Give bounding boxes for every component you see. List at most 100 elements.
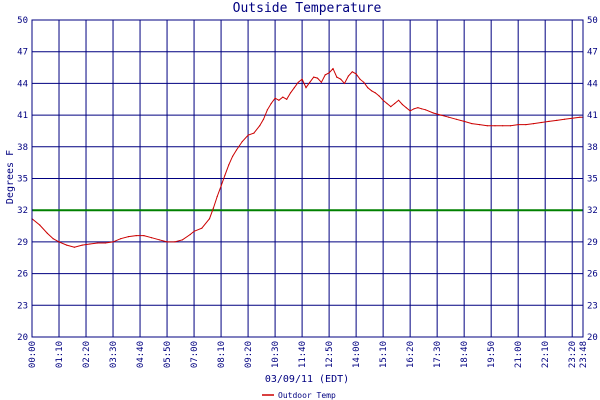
data-point bbox=[73, 246, 75, 248]
data-point bbox=[39, 224, 41, 226]
data-point bbox=[104, 242, 106, 244]
data-point bbox=[66, 244, 68, 246]
data-point bbox=[455, 118, 457, 120]
data-point bbox=[193, 230, 195, 232]
y-tick-label-left: 41 bbox=[17, 111, 28, 121]
x-axis-label: 03/09/11 (EDT) bbox=[265, 374, 349, 385]
y-tick-label-right: 35 bbox=[587, 175, 598, 185]
y-tick-label-left: 26 bbox=[17, 270, 28, 280]
x-tick-label: 19:50 bbox=[487, 341, 497, 368]
data-point bbox=[58, 241, 60, 243]
data-point bbox=[471, 123, 473, 125]
data-point bbox=[97, 242, 99, 244]
data-point bbox=[127, 236, 130, 238]
data-point bbox=[525, 124, 527, 126]
data-point bbox=[556, 119, 558, 121]
data-point bbox=[336, 76, 338, 78]
data-point bbox=[540, 121, 542, 124]
y-tick-label-right: 23 bbox=[587, 301, 598, 311]
y-tick-label-right: 32 bbox=[587, 206, 598, 216]
data-point bbox=[413, 108, 415, 110]
data-point bbox=[266, 109, 268, 111]
data-point bbox=[235, 149, 238, 151]
data-point bbox=[502, 125, 504, 127]
data-point bbox=[479, 124, 481, 126]
data-point bbox=[425, 109, 427, 111]
y-tick-label-right: 44 bbox=[587, 79, 598, 89]
x-tick-label: 03:30 bbox=[109, 341, 119, 368]
x-tick-label: 17:30 bbox=[433, 341, 443, 368]
data-point bbox=[212, 207, 214, 209]
data-point bbox=[89, 243, 91, 245]
y-tick-label-right: 38 bbox=[587, 143, 598, 153]
x-tick-label: 18:40 bbox=[460, 341, 470, 368]
y-tick-label-right: 20 bbox=[587, 333, 598, 343]
grid-lines bbox=[31, 19, 584, 338]
data-point bbox=[289, 92, 292, 94]
data-point bbox=[417, 107, 419, 109]
data-point bbox=[324, 74, 326, 76]
data-point bbox=[270, 102, 272, 105]
data-point bbox=[174, 241, 176, 243]
x-tick-label: 05:50 bbox=[163, 341, 173, 368]
data-point bbox=[313, 76, 315, 78]
data-point bbox=[241, 140, 243, 143]
data-point bbox=[297, 81, 299, 83]
y-tick-label-left: 44 bbox=[17, 79, 28, 89]
data-point bbox=[253, 132, 255, 134]
data-point bbox=[282, 96, 284, 98]
data-point bbox=[278, 99, 280, 101]
data-point bbox=[382, 99, 384, 101]
data-point bbox=[371, 90, 373, 92]
y-tick-label-left: 38 bbox=[17, 143, 28, 153]
x-tick-label: 10:30 bbox=[271, 341, 281, 368]
data-point bbox=[52, 238, 54, 240]
data-point bbox=[112, 241, 114, 243]
data-point bbox=[220, 185, 222, 187]
data-point bbox=[398, 99, 400, 101]
data-point bbox=[340, 78, 342, 80]
y-tick-label-right: 50 bbox=[587, 16, 598, 26]
data-point bbox=[579, 116, 581, 118]
x-tick-label: 14:00 bbox=[352, 341, 362, 368]
data-point bbox=[247, 134, 249, 136]
data-point bbox=[359, 78, 361, 80]
data-point bbox=[463, 120, 465, 122]
data-point bbox=[120, 238, 122, 240]
data-point bbox=[262, 118, 265, 120]
data-point bbox=[355, 73, 357, 75]
y-axis-label: Degrees F bbox=[5, 150, 16, 204]
data-point bbox=[274, 97, 276, 99]
data-point bbox=[401, 103, 403, 106]
data-point bbox=[328, 72, 330, 74]
x-tick-label: 21:00 bbox=[514, 341, 524, 368]
data-point bbox=[448, 116, 450, 118]
data-point bbox=[440, 114, 442, 116]
data-point bbox=[548, 120, 550, 122]
data-point bbox=[347, 75, 349, 77]
data-point bbox=[494, 125, 496, 127]
data-point bbox=[81, 244, 83, 246]
y-tick-label-right: 47 bbox=[587, 48, 598, 58]
data-point bbox=[201, 227, 203, 229]
y-tick-label-right: 26 bbox=[587, 270, 598, 280]
data-point bbox=[378, 95, 380, 97]
data-point bbox=[46, 232, 49, 234]
data-point bbox=[305, 87, 307, 89]
x-tick-label: 00:00 bbox=[28, 341, 38, 368]
data-point bbox=[135, 235, 137, 237]
x-tick-label: 22:10 bbox=[541, 341, 551, 368]
data-point bbox=[208, 218, 211, 220]
data-point bbox=[189, 233, 191, 236]
data-point bbox=[563, 118, 566, 120]
data-point bbox=[320, 81, 322, 83]
y-tick-label-right: 41 bbox=[587, 111, 598, 121]
data-point bbox=[363, 81, 365, 83]
legend: Outdoor Temp bbox=[262, 391, 336, 400]
y-tick-labels-left: 20 23 26 29 32 35 38 41 44 47 50 bbox=[17, 16, 28, 343]
data-point bbox=[571, 117, 573, 119]
data-point bbox=[405, 107, 407, 109]
data-point bbox=[533, 123, 535, 125]
data-point bbox=[216, 195, 218, 198]
data-point bbox=[390, 106, 392, 108]
